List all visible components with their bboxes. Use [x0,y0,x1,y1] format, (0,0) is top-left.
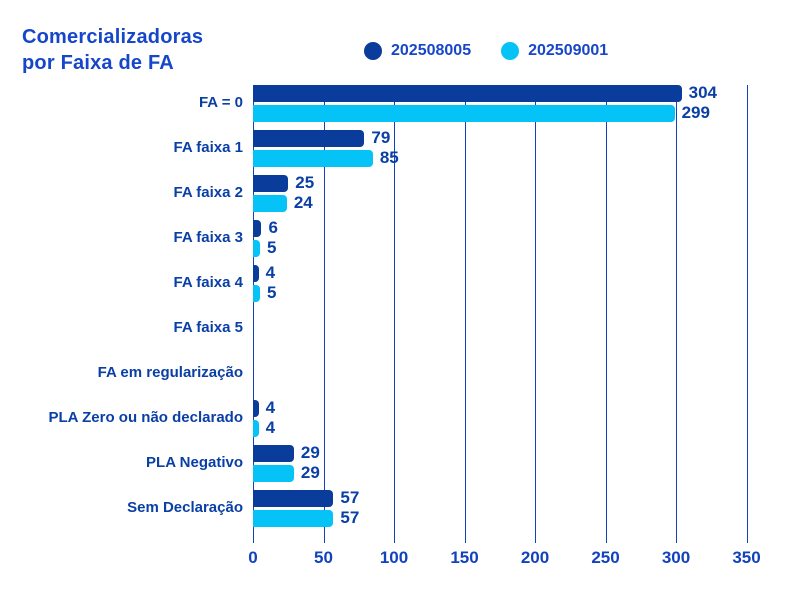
x-tick-label: 50 [314,548,333,567]
legend-swatch-icon [501,42,520,60]
x-tick-label: 0 [248,548,258,567]
x-tick-label: 100 [379,548,409,567]
legend-swatch-icon [364,42,382,60]
gridline [746,85,748,543]
bar-202508005[interactable] [253,445,294,462]
bar-202508005[interactable] [253,130,365,147]
x-tick-label: 250 [591,548,620,567]
gridline [605,85,607,543]
x-tick-label: 350 [732,548,761,567]
x-tick-label: 150 [450,548,479,567]
bar-202508005[interactable] [253,490,334,507]
gridline [464,85,466,543]
value-label: 57 [340,488,360,507]
value-label: 29 [300,463,320,482]
category-label: FA faixa 4 [173,274,243,291]
legend-item-202509001[interactable]: 202509001 [501,42,608,60]
bar-202509001[interactable] [253,285,261,302]
gridline [323,85,325,543]
gridline [394,85,395,543]
legend-label: 202508005 [391,42,472,59]
gridline [535,85,536,543]
value-label: 25 [295,173,315,192]
legend: 202508005 202509001 [364,42,608,60]
bar-202508005[interactable] [253,400,259,417]
bar-202509001[interactable] [253,105,675,122]
gridline [253,85,254,543]
value-label: 85 [379,148,399,167]
bar-202509001[interactable] [253,465,294,482]
category-label: PLA Negativo [146,454,243,471]
x-tick-label: 300 [661,548,691,567]
bar-202509001[interactable] [253,195,287,212]
category-label: FA em regularização [97,364,243,381]
category-label: FA faixa 2 [173,184,243,201]
value-label: 24 [293,193,313,212]
value-label: 57 [340,508,360,527]
category-label: FA = 0 [198,94,243,111]
category-label: Sem Declaração [127,499,243,516]
value-label: 79 [371,128,391,147]
value-label: 299 [681,103,710,122]
bar-202509001[interactable] [253,240,261,257]
chart-title: Comercializadoras por Faixa de FA [22,24,203,76]
legend-item-202508005[interactable]: 202508005 [364,42,471,60]
category-label: FA faixa 5 [173,319,243,336]
category-label: FA faixa 1 [173,139,243,156]
value-label: 304 [688,83,717,102]
value-label: 6 [268,218,278,237]
value-label: 29 [300,443,320,462]
bar-202508005[interactable] [253,265,259,282]
value-label: 4 [265,418,276,437]
value-label: 4 [265,263,276,282]
category-label: FA faixa 3 [173,229,243,246]
value-label: 4 [265,398,276,417]
value-label: 5 [267,238,277,257]
bar-202509001[interactable] [253,150,373,167]
bar-202508005[interactable] [253,85,682,102]
bar-202508005[interactable] [253,175,289,192]
bar-202509001[interactable] [253,510,334,527]
bar-202509001[interactable] [253,420,259,437]
value-label: 5 [267,283,277,302]
chart-title-line1: Comercializadoras [22,26,204,48]
category-label: PLA Zero ou não declarado [48,409,243,426]
chart-title-line2: por Faixa de FA [22,52,174,74]
legend-label: 202509001 [528,42,609,59]
bar-202508005[interactable] [253,220,262,237]
gridline [676,85,677,543]
x-tick-label: 200 [520,548,550,567]
